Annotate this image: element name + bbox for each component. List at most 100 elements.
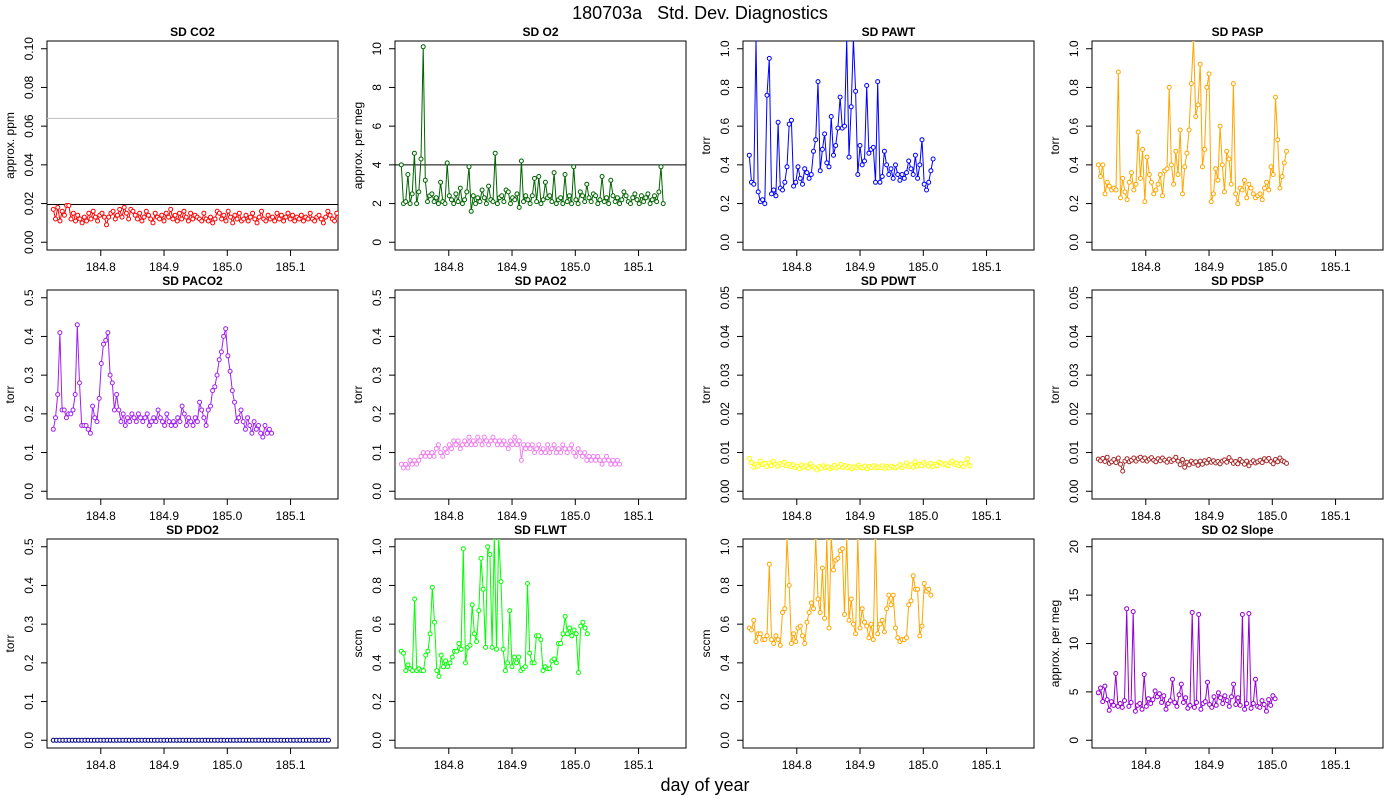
data-point: [116, 407, 122, 413]
x-tick-label: 185.1: [972, 758, 1002, 772]
data-point: [845, 41, 849, 42]
data-point: [793, 179, 799, 185]
x-tick-label: 184.8: [86, 260, 116, 274]
panel-title: SD O2 Slope: [1201, 523, 1273, 537]
y-tick-label: 0.2: [370, 405, 384, 422]
plot-frame: [46, 538, 339, 749]
data-point: [904, 635, 909, 641]
plot-frame: [742, 538, 1035, 749]
x-tick-label: 185.1: [624, 260, 654, 274]
data-point: [786, 582, 792, 588]
data-point: [474, 639, 480, 645]
data-point: [232, 399, 237, 405]
data-point: [1150, 697, 1156, 703]
data-point: [782, 606, 788, 612]
data-point: [98, 361, 104, 366]
data-point: [179, 403, 185, 409]
y-tick-label: 0: [1067, 737, 1081, 744]
data-point: [208, 403, 213, 409]
data-point: [1209, 704, 1215, 710]
data-point: [908, 598, 914, 604]
data-point: [301, 218, 306, 224]
data-point: [1174, 703, 1180, 709]
data-point: [1111, 702, 1117, 708]
data-point: [753, 639, 759, 645]
data-point: [1175, 458, 1181, 464]
data-point: [608, 461, 614, 467]
data-point: [1235, 201, 1241, 207]
series: [50, 203, 338, 228]
data-point: [497, 438, 502, 444]
data-point: [1224, 459, 1230, 465]
panel-11: SD FLSP 184.8 184.9 185.0 185.1 0.0 0.2 0.4 0.6 0…: [699, 523, 1035, 772]
data-point: [312, 218, 318, 224]
data-point: [806, 175, 812, 181]
data-point: [862, 158, 867, 164]
y-tick-label: 0.02: [1067, 402, 1081, 426]
data-point: [451, 201, 457, 207]
x-tick-label: 184.9: [149, 509, 179, 523]
data-point: [1261, 702, 1267, 707]
data-point: [531, 660, 537, 666]
data-point: [1215, 690, 1221, 696]
data-point: [152, 210, 158, 216]
data-point: [72, 392, 78, 397]
data-point: [266, 426, 272, 432]
data-point: [1230, 81, 1236, 87]
data-point: [104, 222, 109, 228]
data-point: [538, 450, 544, 456]
data-point: [782, 179, 788, 185]
data-point: [1137, 701, 1143, 706]
data-point: [586, 453, 592, 459]
data-point: [811, 606, 816, 612]
data-point: [875, 79, 881, 85]
data-point: [833, 143, 839, 148]
data-point: [494, 442, 500, 448]
data-point: [564, 631, 570, 637]
data-point: [846, 154, 852, 160]
data-point: [94, 419, 100, 425]
panel-title: SD PDWT: [861, 274, 917, 288]
data-point: [819, 565, 825, 571]
x-tick-label: 185.1: [276, 260, 306, 274]
data-point: [866, 635, 872, 641]
series: [1095, 454, 1289, 474]
plot-frame: [394, 40, 687, 251]
data-point: [545, 442, 551, 448]
x-tick-label: 185.1: [624, 758, 654, 772]
data-point: [1244, 458, 1250, 464]
data-point: [477, 438, 483, 444]
data-point: [839, 546, 845, 552]
data-point: [431, 453, 437, 459]
data-point: [569, 442, 575, 448]
data-point: [57, 218, 63, 224]
y-tick-label: 0.4: [370, 328, 384, 345]
y-tick-label: 0.0: [1067, 234, 1081, 251]
y-tick-label: 0.0: [22, 732, 36, 749]
series: [398, 434, 623, 471]
data-point: [573, 453, 579, 459]
data-point: [290, 212, 295, 218]
data-point: [831, 152, 836, 158]
data-point: [632, 191, 638, 197]
data-point: [153, 419, 159, 425]
y-tick-label: 0.8: [718, 79, 732, 96]
data-point: [1239, 187, 1245, 193]
data-point: [466, 164, 472, 170]
data-point: [216, 357, 222, 363]
data-point: [558, 641, 564, 646]
data-point: [1204, 84, 1210, 90]
panel-title: SD FLSP: [863, 523, 914, 537]
y-tick-label: 0.8: [1067, 79, 1081, 96]
data-point: [440, 664, 446, 670]
data-point: [516, 204, 522, 210]
x-tick-label: 185.0: [908, 260, 938, 274]
data-point: [1146, 696, 1151, 702]
y-tick-label: 0.2: [718, 693, 732, 710]
data-point: [534, 199, 540, 205]
data-point: [1152, 688, 1158, 694]
data-point: [824, 160, 830, 166]
y-tick-label: 15: [1067, 588, 1081, 602]
y-tick-label: 0.4: [1067, 156, 1081, 173]
data-point: [853, 631, 859, 637]
